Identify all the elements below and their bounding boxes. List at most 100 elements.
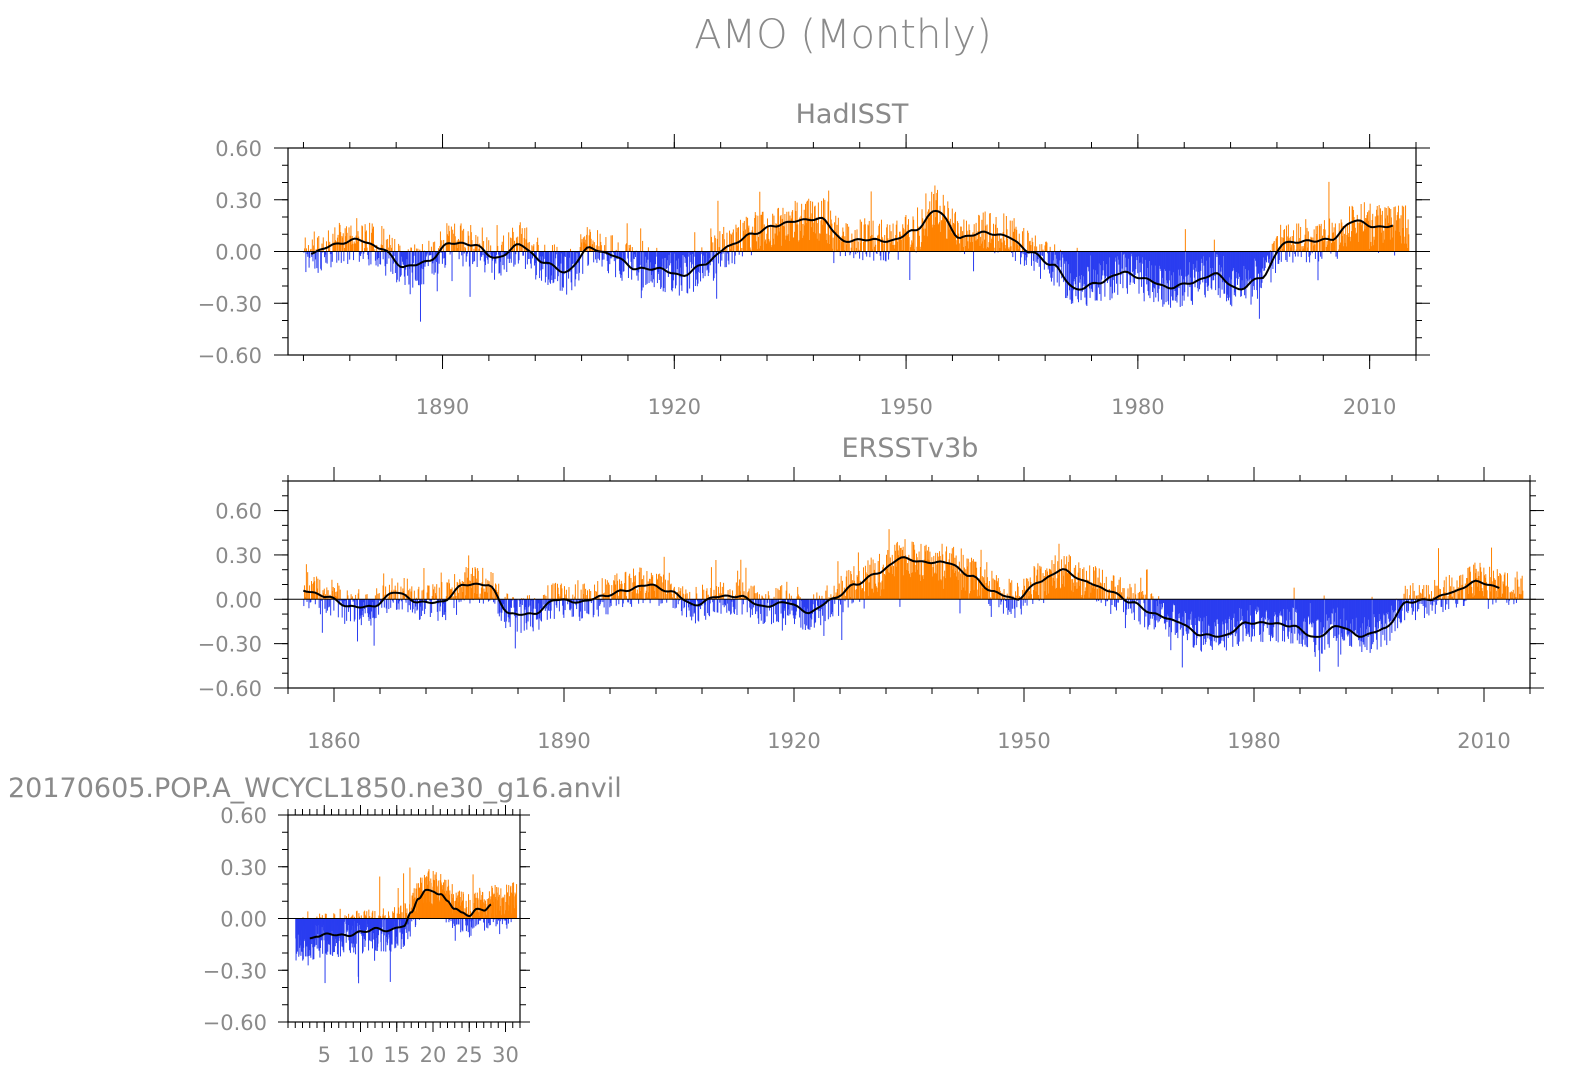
anomaly-bar (482, 251, 484, 256)
anomaly-bar (839, 251, 841, 257)
anomaly-bar (358, 599, 360, 620)
anomaly-bar (358, 916, 360, 919)
y-tick-label: −0.60 (198, 677, 262, 701)
anomaly-bar (656, 247, 658, 252)
anomaly-bar (362, 251, 364, 259)
anomaly-bar (598, 246, 600, 252)
anomaly-bar (971, 241, 973, 252)
anomaly-bar (1027, 232, 1029, 252)
anomaly-bar (1013, 599, 1015, 609)
anomaly-bar (1336, 239, 1338, 252)
anomaly-bar (1305, 599, 1307, 622)
anomaly-bar (1076, 247, 1078, 252)
anomaly-bar (489, 251, 491, 255)
anomaly-bar (1458, 594, 1460, 600)
anomaly-bar (750, 251, 752, 256)
anomaly-bar (390, 251, 392, 272)
anomaly-bar (334, 596, 336, 600)
anomaly-bar (683, 599, 685, 609)
anomaly-bar (1319, 225, 1321, 252)
anomaly-bar (586, 227, 588, 252)
anomaly-bar (694, 251, 696, 287)
anomaly-bar (811, 599, 813, 620)
anomaly-bar (1421, 599, 1423, 605)
anomaly-bar (966, 558, 968, 600)
anomaly-bar (1440, 599, 1442, 607)
anomaly-bar (1257, 599, 1259, 608)
anomaly-bar (329, 918, 331, 955)
anomaly-bar (1441, 599, 1443, 607)
anomaly-bar (726, 599, 728, 613)
anomaly-bar (723, 582, 725, 600)
anomaly-bar (1045, 241, 1047, 252)
anomaly-bar (1213, 251, 1215, 281)
anomaly-bar (1502, 581, 1504, 600)
anomaly-bar (1406, 227, 1408, 252)
anomaly-bar (868, 225, 870, 252)
anomaly-bar (1320, 599, 1322, 623)
anomaly-bar (1213, 599, 1215, 635)
anomaly-bar (815, 599, 817, 623)
anomaly-bar (500, 914, 502, 919)
anomaly-bar (889, 224, 891, 252)
anomaly-bar (1265, 599, 1267, 612)
anomaly-bar (1105, 576, 1107, 600)
anomaly-bar (1153, 599, 1155, 616)
anomaly-bar (347, 241, 349, 252)
anomaly-bar (1086, 251, 1088, 306)
anomaly-bar (535, 599, 537, 620)
anomaly-bar (1383, 599, 1385, 616)
anomaly-bar (974, 561, 976, 600)
anomaly-bar (510, 918, 512, 923)
anomaly-bar (689, 591, 691, 600)
anomaly-bar (1134, 583, 1136, 600)
anomaly-bar (305, 590, 307, 600)
anomaly-bar (1094, 251, 1096, 284)
anomaly-bar (1438, 548, 1439, 600)
anomaly-bar (1485, 581, 1487, 600)
anomaly-bar (431, 903, 433, 919)
anomaly-bar (1167, 599, 1169, 615)
anomaly-bar (882, 238, 884, 252)
anomaly-bar (872, 559, 874, 600)
anomaly-bar (1260, 599, 1262, 642)
anomaly-bar (618, 599, 620, 605)
anomaly-bar (990, 597, 992, 600)
anomaly-bar (633, 568, 634, 600)
anomaly-bar (701, 251, 703, 274)
anomaly-bar (669, 251, 671, 253)
anomaly-bar (954, 213, 956, 252)
anomaly-bar (1151, 251, 1153, 266)
anomaly-bar (783, 225, 785, 252)
anomaly-bar (505, 599, 507, 629)
anomaly-bar (1408, 234, 1410, 252)
anomaly-bar (371, 917, 373, 919)
anomaly-bar (403, 251, 405, 265)
anomaly-bar (307, 911, 309, 919)
anomaly-bar (1250, 599, 1252, 616)
anomaly-bar (1179, 599, 1181, 630)
anomaly-bar (1161, 251, 1163, 278)
anomaly-bar (1144, 251, 1146, 260)
anomaly-bar (1253, 251, 1255, 290)
anomaly-bar (1055, 587, 1057, 600)
anomaly-bar (462, 918, 464, 932)
anomaly-bar (506, 251, 508, 272)
anomaly-bar (758, 248, 760, 252)
anomaly-bar (1051, 560, 1053, 600)
anomaly-bar (1365, 218, 1367, 252)
anomaly-bar (503, 918, 505, 921)
anomaly-bar (1238, 251, 1240, 274)
anomaly-bar (1196, 251, 1198, 261)
anomaly-bar (471, 918, 473, 928)
y-tick-label: 0.00 (220, 908, 267, 932)
anomaly-bar (1379, 226, 1381, 252)
anomaly-bar (993, 247, 995, 252)
anomaly-bar (1021, 231, 1023, 252)
anomaly-bar (372, 226, 374, 252)
anomaly-bar (1018, 249, 1020, 252)
anomaly-bar (678, 251, 680, 259)
anomaly-bar (877, 591, 879, 600)
anomaly-bar (917, 569, 919, 600)
anomaly-bar (918, 226, 920, 252)
